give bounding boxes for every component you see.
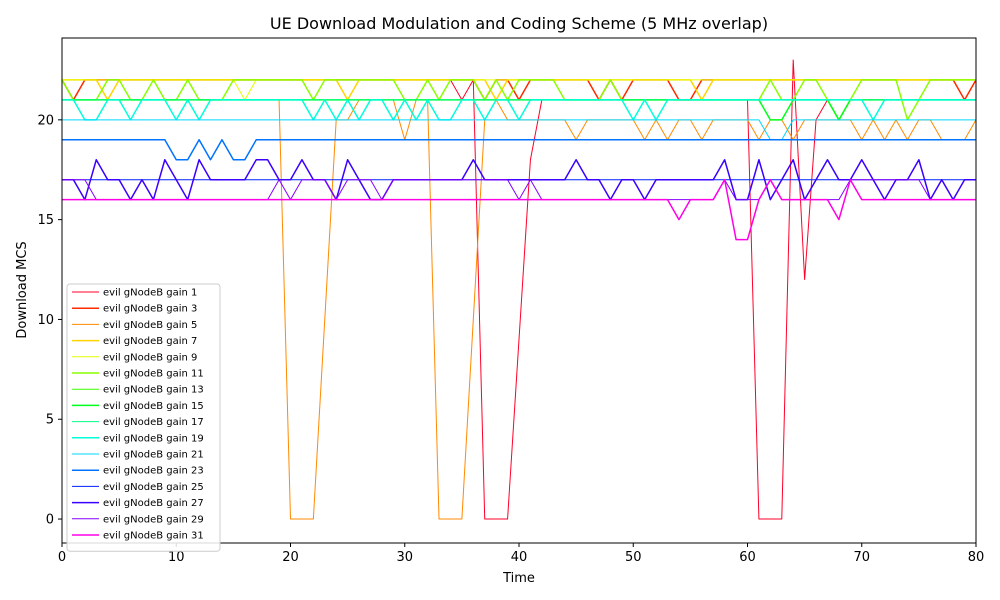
- y-axis-title: Download MCS: [15, 241, 30, 338]
- legend-label: evil gNodeB gain 23: [103, 466, 204, 477]
- legend-label: evil gNodeB gain 11: [103, 369, 204, 380]
- x-tick-label: 0: [58, 550, 66, 565]
- x-tick-label: 70: [853, 550, 870, 565]
- y-tick-label: 20: [37, 113, 54, 128]
- x-tick-label: 40: [511, 550, 528, 565]
- legend: evil gNodeB gain 1 evil gNodeB gain 3 evil…: [66, 283, 221, 552]
- legend-box: [66, 283, 221, 552]
- y-tick-label: 0: [46, 513, 54, 528]
- legend-label: evil gNodeB gain 3: [103, 304, 197, 315]
- legend-label: evil gNodeB gain 7: [103, 336, 197, 347]
- legend-label: evil gNodeB gain 15: [103, 401, 204, 412]
- x-tick-label: 80: [968, 550, 985, 565]
- series-line-gain-27: [62, 159, 976, 201]
- legend-label: evil gNodeB gain 1: [103, 288, 197, 299]
- legend-label: evil gNodeB gain 27: [103, 498, 204, 509]
- legend-label: evil gNodeB gain 25: [103, 482, 204, 493]
- series-line-gain-21: [62, 119, 976, 141]
- series-layer: [62, 59, 976, 520]
- x-axis-title: Time: [502, 571, 535, 586]
- series-line-gain-23: [62, 139, 976, 161]
- y-tick-label: 15: [37, 213, 54, 228]
- x-tick-label: 10: [168, 550, 185, 565]
- y-axis: 0 5 10 15 20: [37, 113, 62, 528]
- chart-title: UE Download Modulation and Coding Scheme…: [270, 14, 768, 33]
- x-tick-label: 50: [625, 550, 642, 565]
- x-tick-label: 30: [396, 550, 413, 565]
- legend-label: evil gNodeB gain 13: [103, 385, 204, 396]
- x-axis: 0 10 20 30 40 50 60 70 80: [58, 543, 984, 565]
- legend-label: evil gNodeB gain 31: [103, 531, 204, 542]
- legend-label: evil gNodeB gain 29: [103, 514, 204, 525]
- series-line-gain-31: [62, 178, 976, 241]
- legend-label: evil gNodeB gain 9: [103, 352, 197, 363]
- y-tick-label: 5: [46, 413, 54, 428]
- x-tick-label: 20: [282, 550, 299, 565]
- x-tick-label: 60: [739, 550, 756, 565]
- legend-label: evil gNodeB gain 19: [103, 433, 204, 444]
- legend-label: evil gNodeB gain 17: [103, 417, 204, 428]
- legend-label: evil gNodeB gain 21: [103, 450, 204, 461]
- legend-label: evil gNodeB gain 5: [103, 320, 197, 331]
- y-tick-label: 10: [37, 313, 54, 328]
